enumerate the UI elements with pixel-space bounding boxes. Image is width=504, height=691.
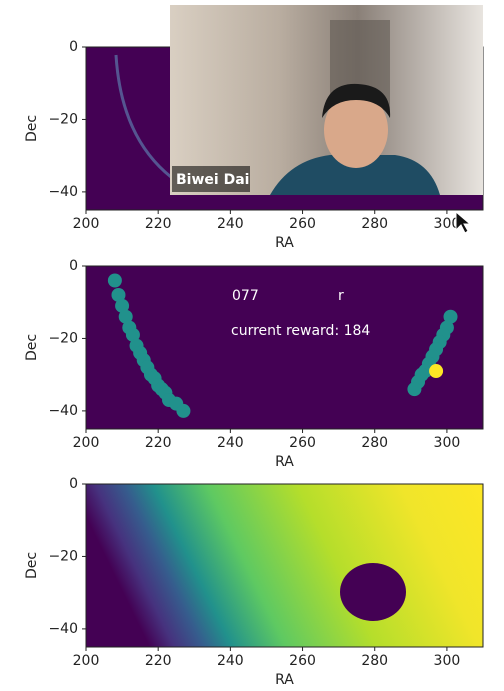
y-tick-label: −20 bbox=[48, 548, 78, 564]
y-axis-label: Dec bbox=[24, 334, 40, 361]
x-tick-label: 220 bbox=[145, 653, 172, 669]
x-tick-label: 280 bbox=[361, 653, 388, 669]
point bbox=[176, 404, 190, 418]
point bbox=[429, 364, 443, 378]
screen: 200 220 240 260 280 300 0 −20 −40 RA Dec 077 r curren… bbox=[0, 0, 504, 691]
masked-region bbox=[340, 563, 406, 621]
x-tick-label: 240 bbox=[217, 653, 244, 669]
x-axis-label: RA bbox=[275, 672, 294, 688]
plot-background bbox=[86, 266, 483, 429]
y-tick-label: −20 bbox=[48, 111, 78, 127]
x-tick-label: 220 bbox=[145, 435, 172, 451]
x-tick-label: 200 bbox=[73, 435, 100, 451]
participant-name: Biwei Dai bbox=[176, 172, 249, 188]
y-tick-label: 0 bbox=[69, 39, 78, 55]
point bbox=[407, 382, 421, 396]
x-tick-label: 200 bbox=[73, 216, 100, 232]
x-tick-label: 200 bbox=[73, 653, 100, 669]
heatmap-background bbox=[86, 484, 483, 647]
x-tick-label: 260 bbox=[289, 653, 316, 669]
x-tick-label: 300 bbox=[434, 435, 461, 451]
chart: 200 220 240 260 280 300 0 −20 −40 RA Dec bbox=[24, 476, 483, 688]
annotation: r bbox=[338, 288, 344, 304]
y-tick-label: −40 bbox=[48, 184, 78, 200]
annotation: 077 bbox=[232, 288, 259, 304]
x-tick-label: 280 bbox=[361, 216, 388, 232]
y-axis-label: Dec bbox=[24, 552, 40, 579]
x-tick-label: 300 bbox=[434, 653, 461, 669]
y-axis-label: Dec bbox=[24, 115, 40, 142]
y-tick-label: −40 bbox=[48, 621, 78, 637]
x-tick-label: 260 bbox=[289, 216, 316, 232]
x-axis-label: RA bbox=[275, 454, 294, 470]
x-tick-label: 280 bbox=[361, 435, 388, 451]
x-axis-label: RA bbox=[275, 235, 294, 251]
x-tick-label: 260 bbox=[289, 435, 316, 451]
annotation: current reward: 184 bbox=[231, 323, 370, 339]
y-tick-label: −40 bbox=[48, 403, 78, 419]
x-tick-label: 220 bbox=[145, 216, 172, 232]
chart: 077 r current reward: 184 200 220 240 260 280 30… bbox=[24, 258, 483, 470]
y-tick-label: 0 bbox=[69, 476, 78, 492]
y-tick-label: −20 bbox=[48, 330, 78, 346]
y-tick-label: 0 bbox=[69, 258, 78, 274]
point bbox=[108, 273, 122, 287]
x-tick-label: 240 bbox=[217, 216, 244, 232]
x-tick-label: 240 bbox=[217, 435, 244, 451]
